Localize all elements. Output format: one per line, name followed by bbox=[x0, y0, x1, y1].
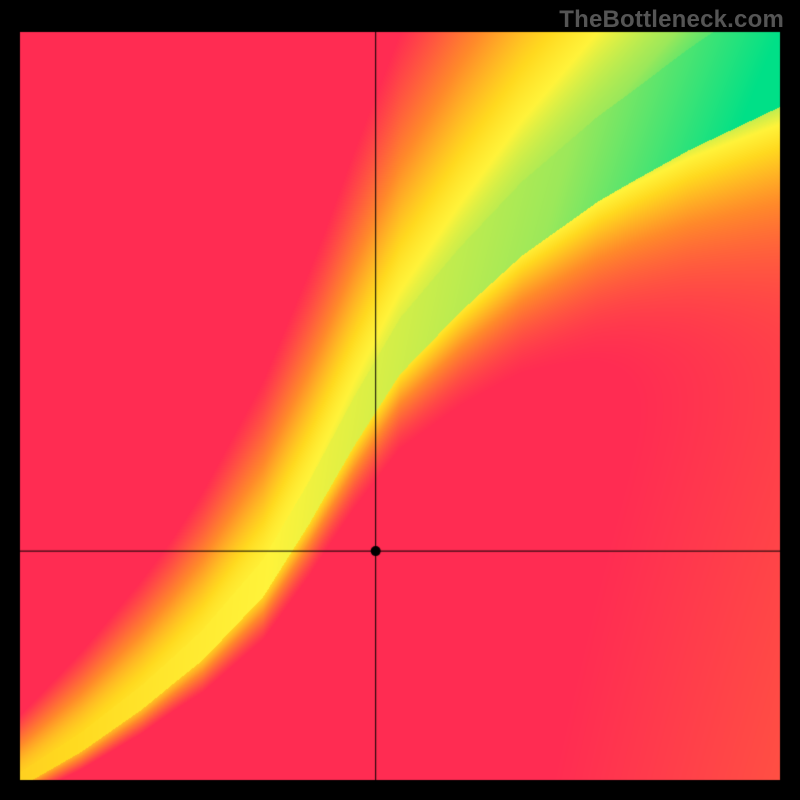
bottleneck-heatmap bbox=[0, 0, 800, 800]
watermark-text: TheBottleneck.com bbox=[559, 6, 784, 34]
